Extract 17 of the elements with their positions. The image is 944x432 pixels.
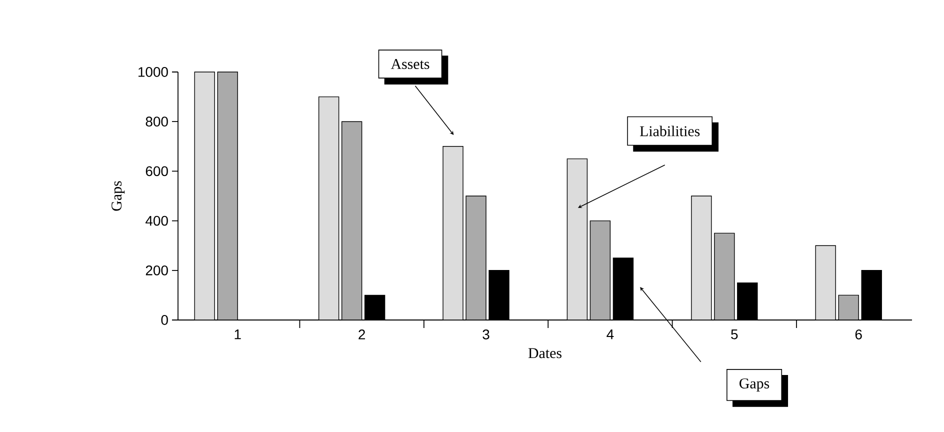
y-tick-label: 400 bbox=[146, 216, 168, 226]
x-tick-label: 4 bbox=[606, 330, 614, 340]
x-axis-title: Dates bbox=[528, 348, 562, 358]
text: Gaps bbox=[740, 378, 770, 392]
y-tick-label: 600 bbox=[146, 166, 168, 176]
y-tick-label: 800 bbox=[146, 116, 168, 127]
text: Liabilities bbox=[640, 126, 700, 136]
x-tick-label: 3 bbox=[482, 330, 490, 340]
x-tick-label: 6 bbox=[855, 330, 862, 340]
text: Assets bbox=[390, 59, 430, 70]
y-tick-label: 1000 bbox=[138, 67, 168, 77]
x-tick-label: 5 bbox=[731, 330, 738, 340]
y-tick-label: 0 bbox=[161, 315, 168, 325]
y-tick-label: 200 bbox=[146, 265, 168, 276]
x-tick-label: 2 bbox=[358, 330, 365, 340]
y-axis-title: Gaps bbox=[112, 181, 125, 211]
x-tick-label: 1 bbox=[234, 330, 241, 340]
